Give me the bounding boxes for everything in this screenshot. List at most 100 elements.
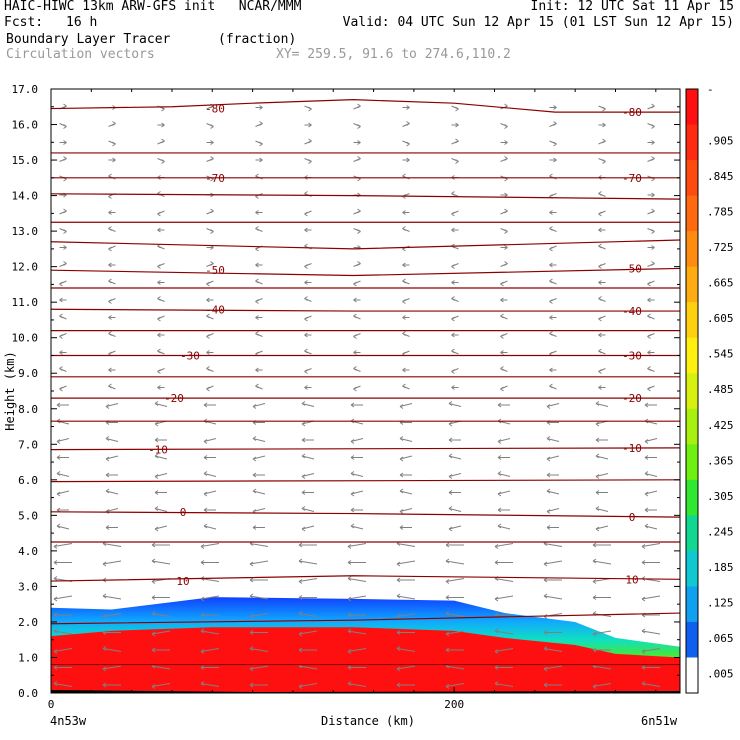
wind-vector-head xyxy=(500,386,504,392)
wind-vector-head xyxy=(298,684,303,689)
wind-vector-head xyxy=(102,614,107,619)
wind-vector xyxy=(641,595,661,600)
wind-vector-head xyxy=(210,229,214,234)
wind-vector-head xyxy=(592,595,597,600)
wind-vector xyxy=(595,525,609,530)
wind-vector xyxy=(102,595,122,600)
wind-vector xyxy=(543,648,563,652)
wind-vector-head xyxy=(249,630,254,635)
wind-vector-head xyxy=(249,561,254,567)
wind-vector-head xyxy=(255,367,259,373)
wind-vector-head xyxy=(298,647,303,653)
wind-vector-head xyxy=(598,264,602,269)
temperature-contour xyxy=(50,447,681,451)
wind-vector-head xyxy=(154,506,159,511)
wind-vector xyxy=(203,473,217,477)
wind-vector xyxy=(154,403,168,407)
wind-vector-head xyxy=(102,666,107,672)
wind-vector xyxy=(543,595,563,600)
wind-vector-head xyxy=(255,246,259,252)
wind-vector-head xyxy=(598,369,602,374)
wind-vector-head xyxy=(151,631,156,637)
wind-vector xyxy=(350,490,364,495)
wind-vector-head xyxy=(108,194,112,199)
wind-vector-head xyxy=(59,334,63,339)
colorbar-swatch xyxy=(686,408,698,445)
wind-vector-head xyxy=(448,526,453,532)
contour-label: -20 xyxy=(622,392,642,405)
wind-vector-head xyxy=(203,471,208,476)
wind-vector-head xyxy=(255,331,259,336)
y-tick-label: 3.0 xyxy=(18,580,38,593)
wind-vector-head xyxy=(504,261,508,266)
wind-vector-head xyxy=(406,121,410,126)
wind-vector-head xyxy=(598,227,602,233)
wind-vector-head xyxy=(347,576,352,581)
wind-vector-head xyxy=(451,332,455,338)
wind-vector-head xyxy=(357,229,361,234)
wind-vector-head xyxy=(308,106,312,112)
wind-vector-head xyxy=(105,436,110,441)
wind-vector-head xyxy=(357,124,361,129)
wind-vector xyxy=(644,473,658,477)
header-fcst-value: 16 h xyxy=(66,15,98,30)
contour-label: 0 xyxy=(629,511,636,524)
wind-vector-head xyxy=(592,647,597,653)
wind-vector xyxy=(347,630,367,635)
wind-vector xyxy=(546,508,560,512)
wind-vector-head xyxy=(546,488,551,494)
wind-vector-head xyxy=(602,106,606,112)
wind-vector-head xyxy=(651,124,655,129)
wind-vector xyxy=(249,613,269,617)
wind-vector-head xyxy=(399,488,404,494)
wind-vector-head xyxy=(154,401,159,406)
wind-vector-head xyxy=(255,278,259,284)
wind-vector-head xyxy=(647,386,651,392)
wind-vector-head xyxy=(543,630,548,635)
wind-vector-head xyxy=(595,401,600,406)
y-tick-label: 0.0 xyxy=(18,687,38,700)
wind-vector-head xyxy=(304,211,308,217)
wind-vector-head xyxy=(402,278,406,284)
wind-vector-head xyxy=(210,156,214,161)
wind-vector-head xyxy=(200,628,205,634)
wind-vector-head xyxy=(157,348,161,354)
wind-vector-head xyxy=(249,682,254,688)
colorbar-label: .725 xyxy=(707,241,734,254)
wind-vector xyxy=(448,455,462,460)
wind-vector-head xyxy=(56,402,61,408)
wind-vector xyxy=(105,508,119,512)
wind-vector-head xyxy=(455,122,459,128)
wind-vector-head xyxy=(151,611,156,616)
wind-vector-head xyxy=(598,385,602,390)
wind-vector xyxy=(641,543,661,547)
wind-vector-head xyxy=(641,665,646,670)
wind-vector-head xyxy=(546,509,551,514)
wind-vector-head xyxy=(252,404,257,409)
wind-vector xyxy=(301,525,315,530)
wind-vector-head xyxy=(301,437,306,443)
wind-vector-head xyxy=(647,334,651,339)
wind-vector-head xyxy=(644,523,649,529)
wind-vector-head xyxy=(549,246,553,252)
terrain xyxy=(51,690,680,693)
wind-vector-head xyxy=(402,262,406,268)
wind-vector-head xyxy=(595,474,600,479)
wind-vector xyxy=(347,648,367,652)
wind-vector-head xyxy=(595,490,600,495)
wind-vector-head xyxy=(151,542,156,548)
wind-vector xyxy=(105,490,119,495)
wind-vector xyxy=(350,438,364,442)
wind-vector-head xyxy=(602,122,606,128)
wind-vector-head xyxy=(210,140,214,145)
wind-vector-head xyxy=(651,208,655,214)
wind-vector-head xyxy=(108,246,112,252)
wind-vector-head xyxy=(402,315,406,320)
wind-vector-head xyxy=(357,140,361,145)
y-tick-label: 15.0 xyxy=(12,154,39,167)
wind-vector-head xyxy=(651,192,655,198)
wind-vector-head xyxy=(154,474,159,479)
wind-vector xyxy=(102,648,122,652)
wind-vector-head xyxy=(157,385,161,390)
